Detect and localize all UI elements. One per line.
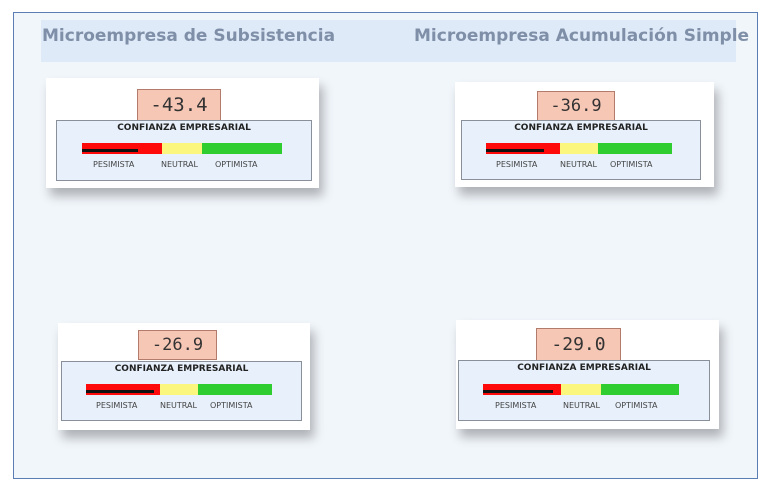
label-neutral: NEUTRAL [560,160,597,169]
label-neutral: NEUTRAL [161,160,198,169]
value-box: -29.0 [536,328,621,361]
header-band [41,20,736,62]
gauge-bar [486,143,672,154]
label-optimista: OPTIMISTA [210,401,253,410]
gauge-title: CONFIANZA EMPRESARIAL [117,123,251,133]
gauge-card-subsistencia-top: -43.4 CONFIANZA EMPRESARIAL PESIMISTA NE… [46,78,319,188]
label-optimista: OPTIMISTA [215,160,258,169]
gauge-panel: CONFIANZA EMPRESARIAL PESIMISTA NEUTRAL … [461,120,701,180]
segment-pesimista [483,384,561,395]
header-left-title: Microempresa de Subsistencia [42,26,336,46]
gauge-panel: CONFIANZA EMPRESARIAL PESIMISTA NEUTRAL … [458,360,710,421]
gauge-card-acumulacion-top: -36.9 CONFIANZA EMPRESARIAL PESIMISTA NE… [455,82,714,187]
segment-optimista [601,384,679,395]
segment-neutral [561,384,601,395]
gauge-panel: CONFIANZA EMPRESARIAL PESIMISTA NEUTRAL … [61,361,302,421]
gauge-indicator-line [486,149,544,152]
gauge-title: CONFIANZA EMPRESARIAL [514,123,648,133]
segment-optimista [202,143,282,154]
segment-pesimista [86,384,160,395]
gauge-title: CONFIANZA EMPRESARIAL [114,364,249,374]
gauge-bar [483,384,679,395]
gauge-indicator-line [86,390,154,393]
label-neutral: NEUTRAL [160,401,197,410]
gauge-bar [86,384,272,395]
segment-pesimista [486,143,560,154]
header-right-title: Microempresa Acumulación Simple [414,26,750,46]
label-pesimista: PESIMISTA [96,401,138,410]
segment-neutral [162,143,202,154]
label-pesimista: PESIMISTA [495,401,537,410]
gauge-panel: CONFIANZA EMPRESARIAL PESIMISTA NEUTRAL … [56,120,312,181]
value-box: -36.9 [537,91,615,121]
segment-pesimista [82,143,162,154]
gauge-bar [82,143,282,154]
gauge-title: CONFIANZA EMPRESARIAL [517,363,651,373]
value-box: -26.9 [138,330,217,360]
segment-neutral [160,384,198,395]
label-pesimista: PESIMISTA [496,160,538,169]
label-optimista: OPTIMISTA [615,401,658,410]
label-pesimista: PESIMISTA [93,160,135,169]
label-neutral: NEUTRAL [563,401,600,410]
segment-optimista [598,143,672,154]
gauge-indicator-line [82,149,138,152]
segment-optimista [198,384,272,395]
segment-neutral [560,143,598,154]
gauge-card-acumulacion-bottom: -29.0 CONFIANZA EMPRESARIAL PESIMISTA NE… [456,320,719,429]
gauge-card-subsistencia-bottom: -26.9 CONFIANZA EMPRESARIAL PESIMISTA NE… [58,323,310,430]
value-box: -43.4 [137,89,221,121]
label-optimista: OPTIMISTA [610,160,653,169]
gauge-indicator-line [483,390,553,393]
